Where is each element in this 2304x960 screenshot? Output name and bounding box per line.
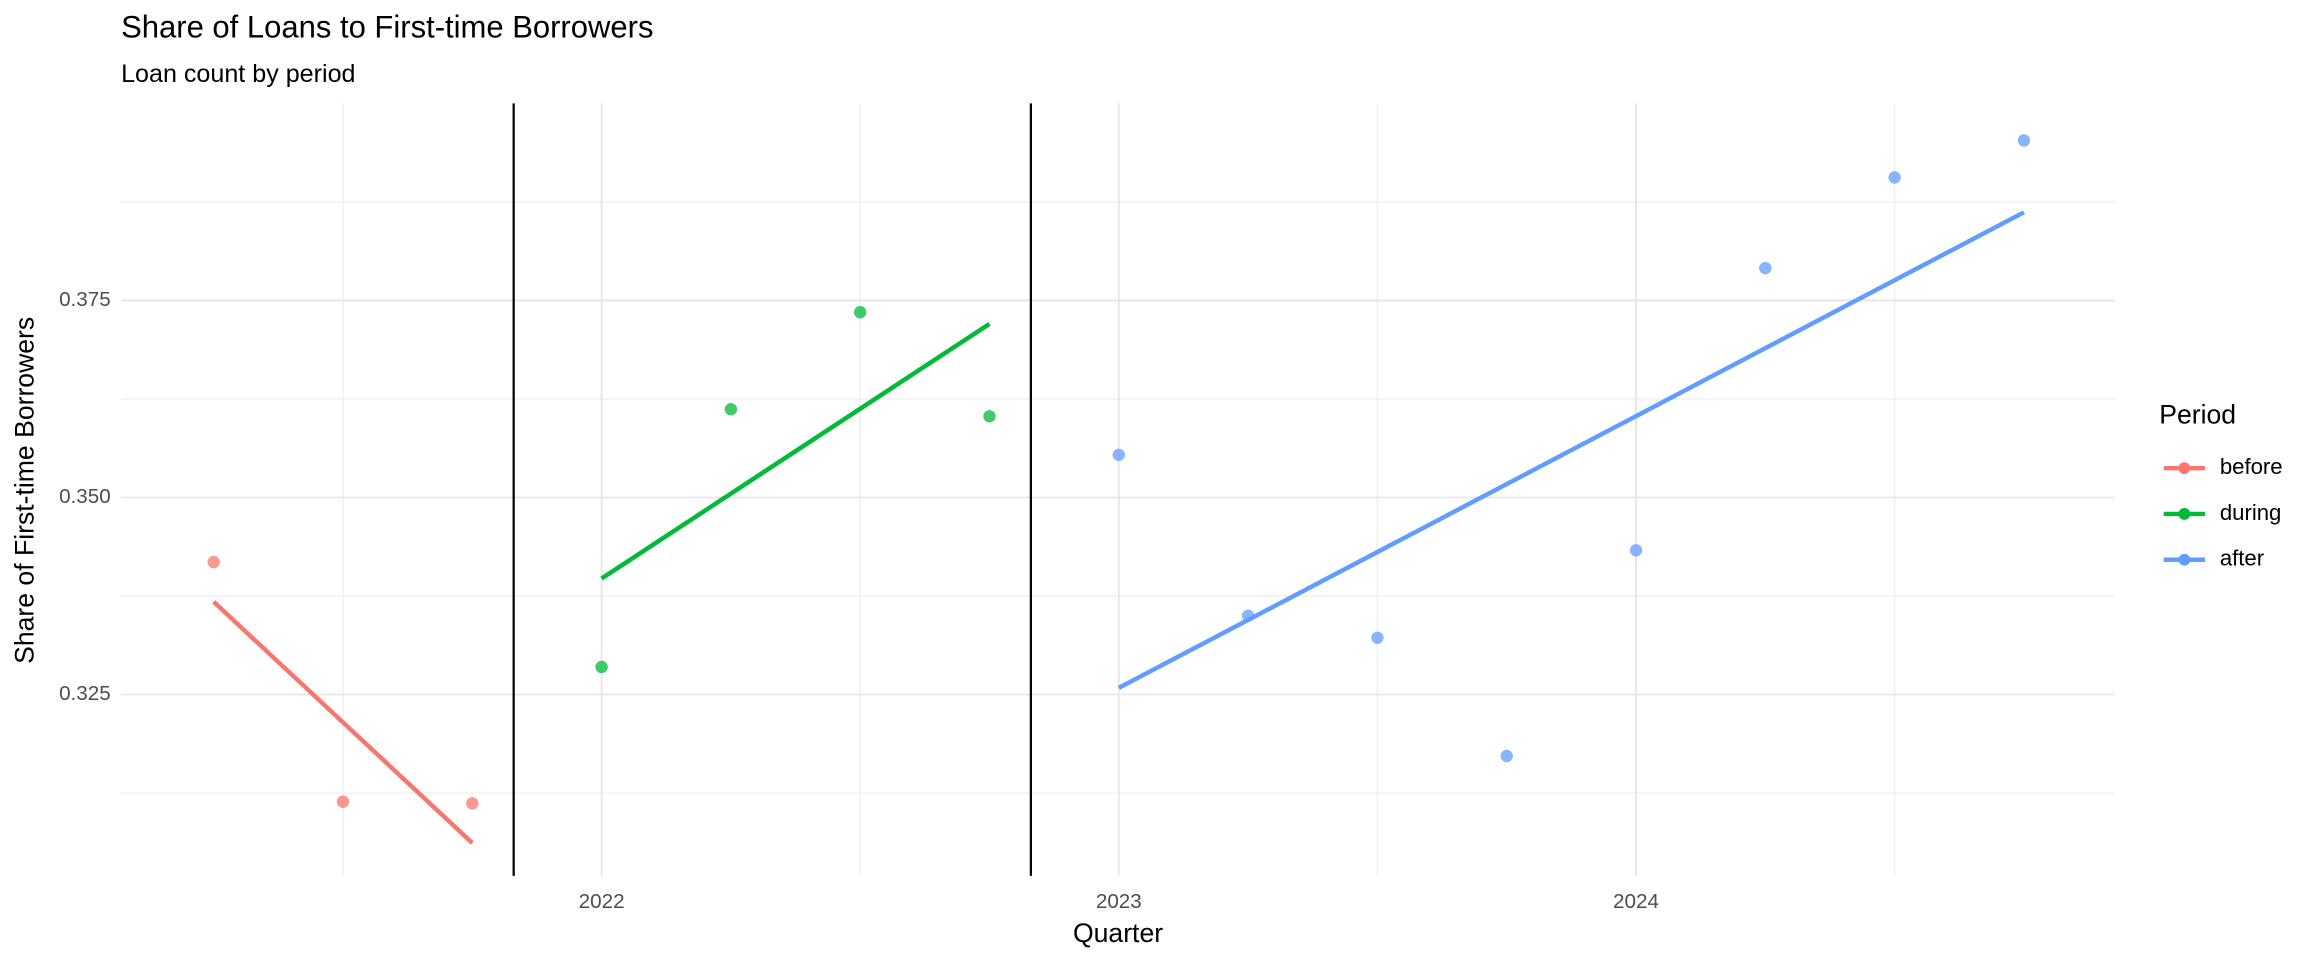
point: [336, 795, 350, 808]
y-tick-label: 0.350: [59, 485, 111, 508]
x-tick-label: 2022: [579, 890, 625, 913]
legend-title: Period: [2159, 400, 2236, 430]
point: [1112, 448, 1126, 462]
point: [207, 555, 220, 569]
legend-label: before: [2220, 454, 2283, 479]
point: [1241, 609, 1255, 622]
y-axis-title: Share of First-time Borrowers: [10, 317, 40, 664]
legend-label: during: [2220, 500, 2282, 525]
point: [1629, 544, 1643, 557]
point: [1371, 631, 1384, 644]
legend-point: [2178, 553, 2191, 566]
trend-line: [1117, 210, 2025, 690]
point: [1759, 261, 1772, 275]
point: [1500, 749, 1513, 763]
legend-point: [2178, 508, 2191, 520]
point: [466, 797, 479, 810]
legend-label: after: [2220, 546, 2264, 571]
legend-point: [2178, 462, 2191, 475]
point: [1888, 171, 1901, 184]
point: [595, 660, 608, 674]
point: [853, 306, 867, 319]
trend-line: [212, 600, 474, 845]
trend-line: [600, 321, 991, 581]
chart-subtitle: Loan count by period: [121, 60, 355, 88]
point: [724, 403, 738, 416]
chart-title: Share of Loans to First-time Borrowers: [121, 10, 653, 45]
x-axis-title: Quarter: [1073, 918, 1163, 948]
point: [983, 410, 996, 423]
x-tick-label: 2024: [1613, 890, 1659, 913]
y-tick-label: 0.375: [59, 288, 111, 311]
x-tick-label: 2023: [1096, 890, 1142, 913]
y-tick-label: 0.325: [59, 682, 111, 705]
point: [2017, 134, 2031, 147]
